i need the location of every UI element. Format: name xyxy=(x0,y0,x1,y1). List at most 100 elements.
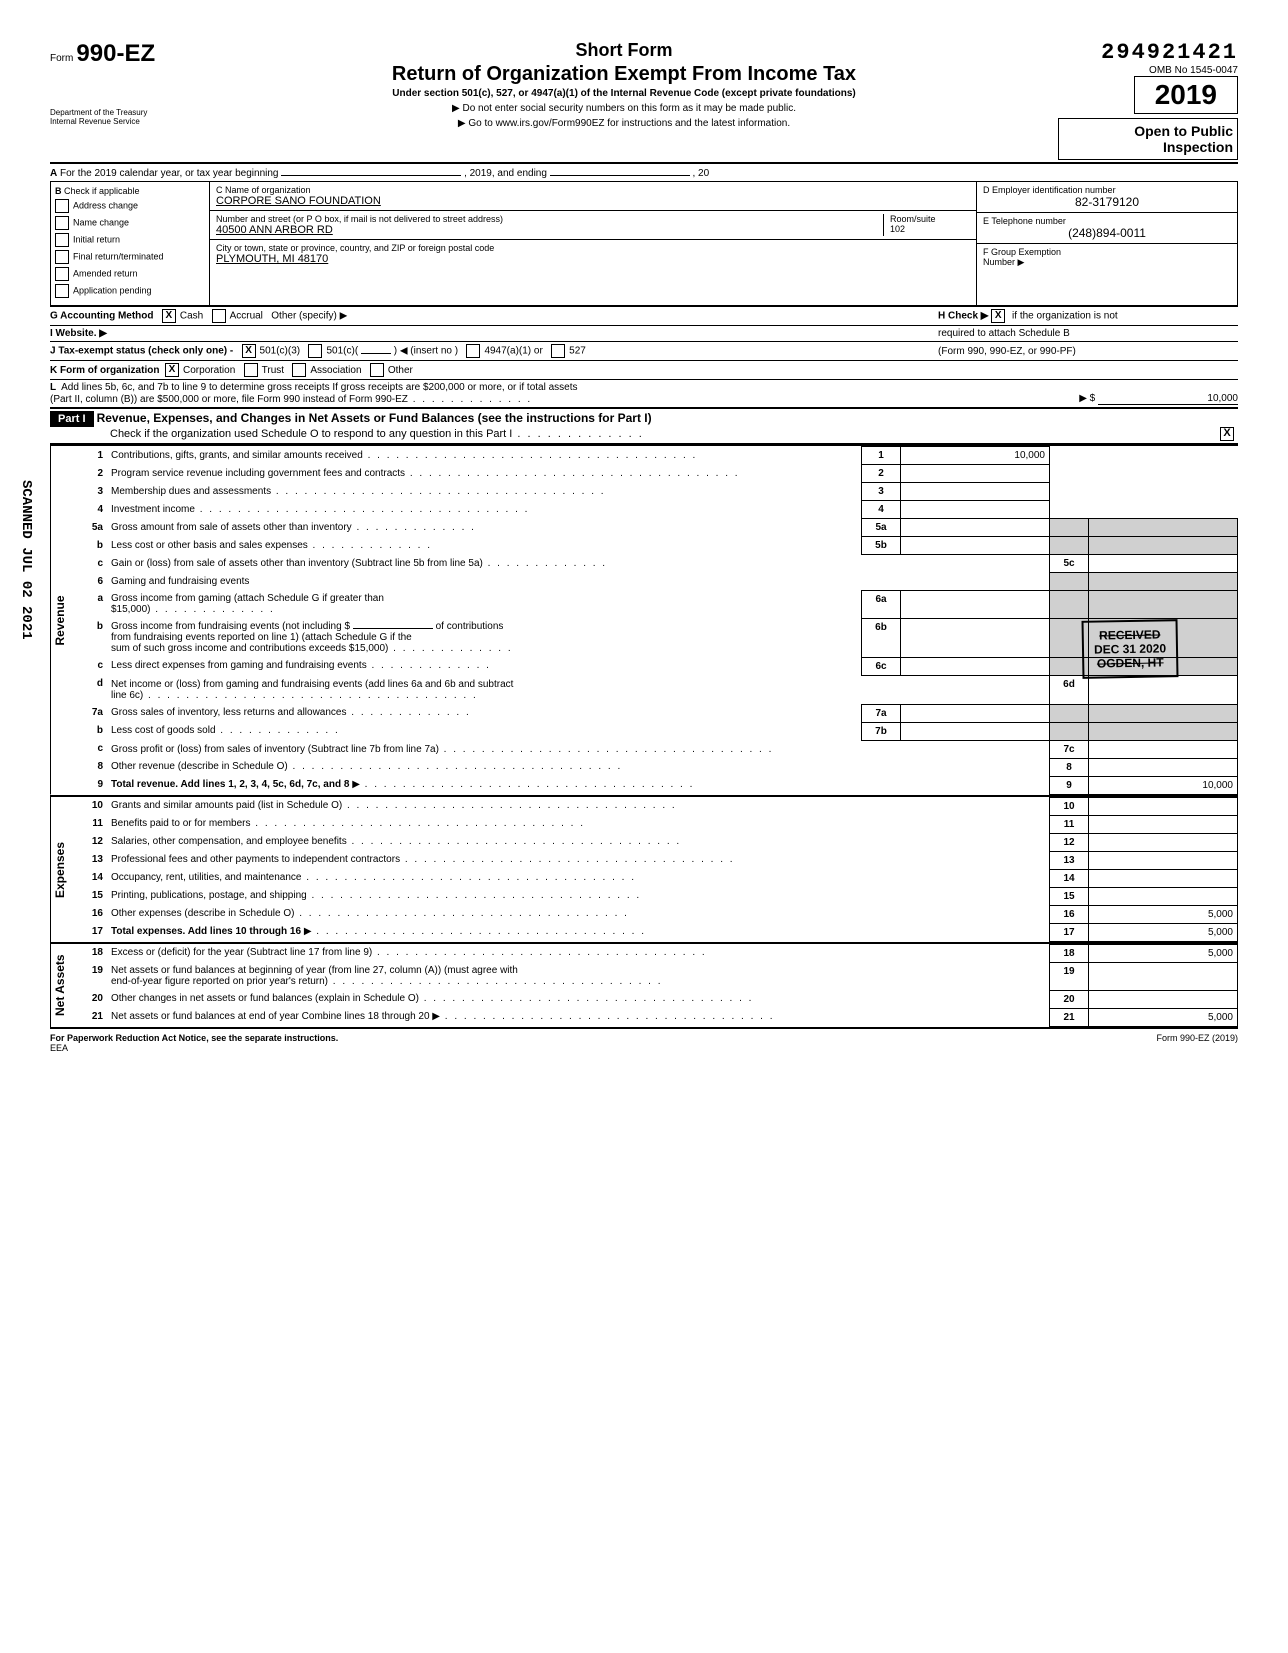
c-city-label: City or town, state or province, country… xyxy=(216,243,970,253)
chk-schedule-b[interactable]: X xyxy=(991,309,1005,323)
l-label: L xyxy=(50,382,56,393)
chk-address-change[interactable] xyxy=(55,199,69,213)
chk-amended[interactable] xyxy=(55,267,69,281)
short-form-label: Short Form xyxy=(200,40,1048,61)
h-text: if the organization is not xyxy=(1012,311,1118,322)
chk-schedule-o[interactable]: X xyxy=(1220,427,1234,441)
line-19-val[interactable] xyxy=(1089,962,1238,990)
line-18-num: 18 xyxy=(69,944,107,962)
j-501c: 501(c)( xyxy=(326,346,358,357)
line-20-num: 20 xyxy=(69,990,107,1008)
chk-name-change[interactable] xyxy=(55,216,69,230)
line-9-val[interactable]: 10,000 xyxy=(1089,776,1238,794)
line-7a-num: 7a xyxy=(69,704,107,722)
chk-cash[interactable]: X xyxy=(162,309,176,323)
opt-final-return: Final return/terminated xyxy=(73,251,164,261)
line-12-val[interactable] xyxy=(1089,833,1238,851)
line-8-val[interactable] xyxy=(1089,758,1238,776)
line-6a-desc2: $15,000) xyxy=(111,604,275,615)
line-7c-val[interactable] xyxy=(1089,740,1238,758)
line-9-box: 9 xyxy=(1050,776,1089,794)
entity-info-grid: B Check if applicable Address change Nam… xyxy=(50,181,1238,306)
line-8-desc: Other revenue (describe in Schedule O) xyxy=(107,758,1050,776)
line-6c-subval[interactable] xyxy=(901,657,1050,675)
line-2-val[interactable] xyxy=(901,465,1050,483)
chk-4947[interactable] xyxy=(466,344,480,358)
line-4-val[interactable] xyxy=(901,501,1050,519)
line-7b-subval[interactable] xyxy=(901,722,1050,740)
line-16-val[interactable]: 5,000 xyxy=(1089,905,1238,923)
line-19-box: 19 xyxy=(1050,962,1089,990)
omb-number: OMB No 1545-0047 xyxy=(1058,65,1238,76)
line-20-desc: Other changes in net assets or fund bala… xyxy=(107,990,1050,1008)
line-7c-num: c xyxy=(69,740,107,758)
chk-corp[interactable]: X xyxy=(165,363,179,377)
dept-irs: Internal Revenue Service xyxy=(50,117,190,126)
line-5a-subval[interactable] xyxy=(901,519,1050,537)
line-11-val[interactable] xyxy=(1089,815,1238,833)
line-20-val[interactable] xyxy=(1089,990,1238,1008)
chk-trust[interactable] xyxy=(244,363,258,377)
row-a-text2: , 2019, and ending xyxy=(464,168,547,179)
chk-other-org[interactable] xyxy=(370,363,384,377)
expenses-vert-label: Expenses xyxy=(50,797,69,942)
line-13-num: 13 xyxy=(69,851,107,869)
line-21-desc: Net assets or fund balances at end of ye… xyxy=(111,1011,430,1022)
received-l1: RECEIVED xyxy=(1094,627,1166,642)
received-l2: DEC 31 2020 xyxy=(1094,641,1166,656)
line-1-val[interactable]: 10,000 xyxy=(901,447,1050,465)
line-7b-num: b xyxy=(69,722,107,740)
line-10-val[interactable] xyxy=(1089,797,1238,815)
j-insert: ) ◀ (insert no ) xyxy=(394,346,458,357)
line-5b-subval[interactable] xyxy=(901,537,1050,555)
line-5c-val[interactable] xyxy=(1089,555,1238,573)
footer-eea: EEA xyxy=(50,1043,68,1053)
d-label: D Employer identification number xyxy=(983,185,1231,195)
line-7a-subval[interactable] xyxy=(901,704,1050,722)
line-21-val[interactable]: 5,000 xyxy=(1089,1008,1238,1026)
form-header: Form 990-EZ Department of the Treasury I… xyxy=(50,40,1238,160)
subtitle: Under section 501(c), 527, or 4947(a)(1)… xyxy=(200,88,1048,99)
net-assets-section: Net Assets 18Excess or (deficit) for the… xyxy=(50,942,1238,1029)
line-9-desc: Total revenue. Add lines 1, 2, 3, 4, 5c,… xyxy=(111,779,349,790)
line-19-desc: Net assets or fund balances at beginning… xyxy=(111,965,518,976)
line-13-val[interactable] xyxy=(1089,851,1238,869)
chk-final-return[interactable] xyxy=(55,250,69,264)
chk-501c3[interactable]: X xyxy=(242,344,256,358)
b-head: Check if applicable xyxy=(64,186,140,196)
chk-527[interactable] xyxy=(551,344,565,358)
line-6d-val[interactable] xyxy=(1089,675,1238,704)
k-label: K Form of organization xyxy=(50,365,159,376)
line-21-box: 21 xyxy=(1050,1008,1089,1026)
opt-initial-return: Initial return xyxy=(73,234,120,244)
chk-501c[interactable] xyxy=(308,344,322,358)
line-2-num: 2 xyxy=(69,465,107,483)
chk-accrual[interactable] xyxy=(212,309,226,323)
chk-initial-return[interactable] xyxy=(55,233,69,247)
dln-stamp: 294921421 xyxy=(1058,40,1238,65)
line-13-desc: Professional fees and other payments to … xyxy=(107,851,1050,869)
c-name-label: C Name of organization xyxy=(216,185,970,195)
line-6b-subval[interactable] xyxy=(901,618,1050,657)
line-11-box: 11 xyxy=(1050,815,1089,833)
chk-app-pending[interactable] xyxy=(55,284,69,298)
line-15-val[interactable] xyxy=(1089,887,1238,905)
e-label: E Telephone number xyxy=(983,216,1231,226)
j-501c3: 501(c)(3) xyxy=(260,346,301,357)
org-name: CORPORE SANO FOUNDATION xyxy=(216,195,970,207)
line-3-val[interactable] xyxy=(901,483,1050,501)
line-2-box: 2 xyxy=(862,465,901,483)
line-18-val[interactable]: 5,000 xyxy=(1089,944,1238,962)
chk-assoc[interactable] xyxy=(292,363,306,377)
line-14-val[interactable] xyxy=(1089,869,1238,887)
line-6a-subval[interactable] xyxy=(901,590,1050,618)
line-6b-desc2: of contributions xyxy=(436,621,504,632)
line-17-val[interactable]: 5,000 xyxy=(1089,923,1238,941)
inspection-label: Inspection xyxy=(1063,139,1233,155)
line-6a-num: a xyxy=(69,590,107,618)
line-10-desc: Grants and similar amounts paid (list in… xyxy=(107,797,1050,815)
line-1-box: 1 xyxy=(862,447,901,465)
line-6b-num: b xyxy=(69,618,107,657)
line-21-num: 21 xyxy=(69,1008,107,1026)
warn-ssn: ▶ Do not enter social security numbers o… xyxy=(200,103,1048,114)
